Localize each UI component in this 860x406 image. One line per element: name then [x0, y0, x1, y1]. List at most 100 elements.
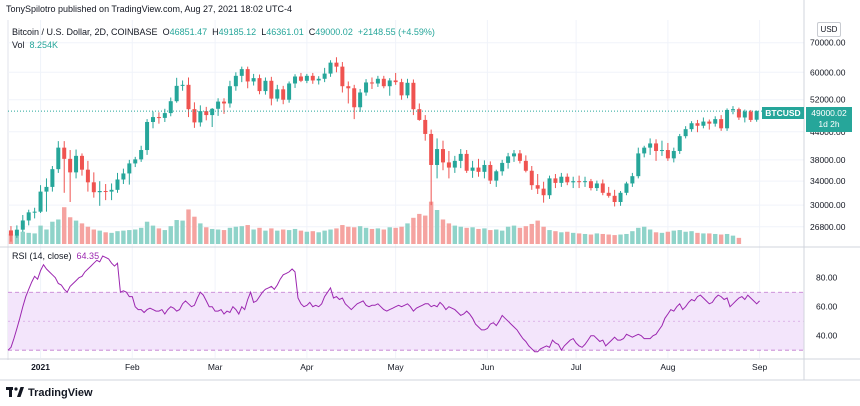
candle-body	[150, 117, 155, 122]
candle-body	[405, 82, 410, 96]
candle-body	[399, 82, 404, 96]
volume-bar	[304, 231, 310, 244]
volume-bar	[553, 231, 558, 244]
volume-bar	[624, 233, 629, 244]
volume-bar	[499, 230, 505, 244]
candle-body	[417, 109, 422, 120]
candle-body	[583, 181, 588, 183]
candle-body	[304, 75, 309, 81]
candle-body	[162, 113, 167, 118]
candle-body	[192, 109, 197, 123]
candle-body	[91, 182, 96, 193]
candle-body	[665, 150, 670, 159]
candle-body	[630, 176, 635, 184]
candle-body	[553, 178, 558, 183]
volume-bar	[144, 221, 150, 244]
candle-body	[316, 78, 321, 81]
candle-body	[435, 149, 440, 165]
volume-bar	[97, 230, 102, 244]
candle-body	[32, 211, 37, 213]
candle-body	[624, 183, 629, 193]
low-value: 46361.01	[266, 27, 304, 37]
volume-bar	[73, 220, 79, 244]
candle-body	[358, 92, 363, 108]
low-label: L	[261, 27, 267, 37]
volume-bar	[683, 231, 688, 244]
volume-bar	[405, 223, 410, 244]
rsi-tick-label: 60.00	[816, 302, 838, 312]
volume-bar	[630, 231, 635, 244]
candle-body	[227, 86, 232, 104]
candle-body	[523, 160, 528, 171]
candle-body	[482, 164, 487, 172]
candle-body	[44, 186, 49, 192]
volume-bar	[67, 217, 73, 244]
candle-body	[109, 189, 114, 192]
candle-body	[535, 185, 540, 189]
time-tick-label: Jun	[481, 362, 495, 372]
price-tick-label: 34000.00	[810, 176, 846, 186]
volume-bar	[109, 232, 114, 244]
candle-body	[754, 111, 759, 120]
candle-body	[352, 88, 357, 108]
volume-bar	[647, 229, 653, 244]
volume-bar	[198, 223, 203, 244]
volume-bar	[618, 234, 623, 244]
time-tick-label: Sep	[752, 362, 767, 372]
volume-bar	[588, 234, 594, 244]
volume-bar	[280, 229, 286, 244]
volume-bar	[334, 228, 339, 244]
candle-body	[612, 195, 617, 203]
symbol-name[interactable]: Bitcoin / U.S. Dollar, 2D, COINBASE	[12, 27, 158, 37]
volume-bar	[275, 230, 280, 244]
volume-bar	[411, 217, 416, 244]
volume-bar	[535, 220, 540, 244]
volume-bar	[671, 230, 676, 244]
volume-bar	[162, 230, 168, 244]
volume-bar	[115, 231, 120, 244]
candle-body	[677, 136, 682, 151]
candle-body	[689, 123, 694, 130]
price-tick-label: 38000.00	[810, 155, 846, 165]
candle-body	[375, 78, 380, 84]
volume-bar	[417, 213, 422, 244]
rsi-label[interactable]: RSI (14, close)	[12, 251, 72, 261]
volume-bar	[736, 237, 742, 244]
candle-body	[133, 159, 138, 164]
candle-body	[145, 121, 150, 151]
volume-bar	[44, 229, 49, 244]
volume-bar	[322, 230, 327, 244]
candle-body	[127, 163, 132, 174]
volume-bar	[570, 232, 576, 244]
volume-bar	[659, 232, 665, 244]
volume-bar	[440, 219, 446, 244]
candlesticks	[8, 57, 804, 242]
volume-bar	[576, 233, 582, 244]
candle-body	[701, 121, 706, 126]
volume-bar	[476, 228, 481, 244]
candle-body	[577, 181, 582, 183]
change-value: +2148.55 (+4.59%)	[357, 27, 435, 37]
candle-body	[245, 69, 250, 82]
volume-label[interactable]: Vol	[12, 40, 25, 50]
volume-bar	[730, 235, 736, 244]
candle-body	[174, 85, 179, 102]
candle-body	[429, 133, 434, 165]
volume-bar	[310, 231, 315, 244]
volume-bar	[642, 226, 647, 244]
volume-bar	[168, 226, 173, 244]
price-tick-label: 70000.00	[810, 38, 846, 48]
candle-body	[239, 69, 244, 76]
candle-body	[322, 73, 327, 79]
volume-bar	[458, 226, 463, 244]
candle-body	[512, 153, 517, 157]
tradingview-logo[interactable]: TradingView	[6, 387, 93, 399]
publisher-info: TonySpilotro published on TradingView.co…	[6, 4, 293, 14]
volume-bar	[50, 221, 55, 244]
volume-bar	[428, 201, 434, 244]
volume-bar	[423, 215, 428, 244]
volume-bar	[79, 223, 85, 244]
volume-bar	[636, 227, 641, 244]
currency-button[interactable]: USD	[817, 22, 841, 37]
candle-body	[440, 149, 445, 163]
